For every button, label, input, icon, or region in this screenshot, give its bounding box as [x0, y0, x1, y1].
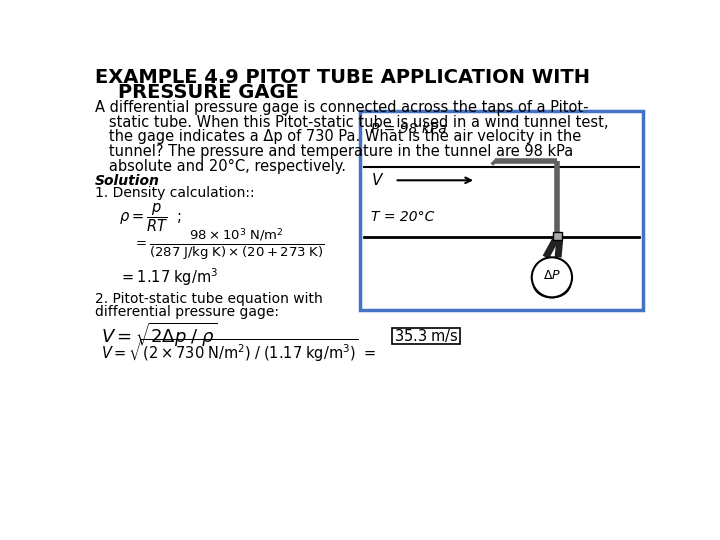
Text: differential pressure gage:: differential pressure gage:	[94, 305, 279, 319]
Text: $\Delta P$: $\Delta P$	[543, 268, 561, 281]
Text: Solution: Solution	[94, 174, 160, 188]
Text: 2. Pitot-static tube equation with: 2. Pitot-static tube equation with	[94, 292, 323, 306]
Text: $V$: $V$	[371, 172, 384, 188]
Text: $V = \sqrt{2\Delta p \;/\; \rho}$: $V = \sqrt{2\Delta p \;/\; \rho}$	[101, 320, 217, 349]
Text: A differential pressure gage is connected across the taps of a Pitot-: A differential pressure gage is connecte…	[94, 100, 588, 115]
Text: $= \dfrac{98 \times 10^3 \; \mathrm{N/m^2}}{(287 \; \mathrm{J/kg \; K}) \times (: $= \dfrac{98 \times 10^3 \; \mathrm{N/m^…	[132, 226, 324, 262]
Text: T = 20°C: T = 20°C	[371, 210, 434, 224]
Bar	[554, 232, 562, 240]
Text: $= 1.17 \; \mathrm{kg/m^3}$: $= 1.17 \; \mathrm{kg/m^3}$	[120, 267, 219, 288]
Circle shape	[532, 257, 572, 298]
Bar	[360, 111, 644, 309]
Text: $\rho = \dfrac{p}{RT}$  ;: $\rho = \dfrac{p}{RT}$ ;	[120, 201, 182, 234]
Text: EXAMPLE 4.9 PITOT TUBE APPLICATION WITH: EXAMPLE 4.9 PITOT TUBE APPLICATION WITH	[94, 68, 590, 87]
Bar	[392, 328, 461, 343]
Text: $35.3 \; \mathrm{m/s}$: $35.3 \; \mathrm{m/s}$	[394, 327, 459, 345]
Text: $V = \sqrt{(2 \times 730 \; \mathrm{N/m^2}) \;/\; (1.17 \; \mathrm{kg/m^3})} \;=: $V = \sqrt{(2 \times 730 \; \mathrm{N/m^…	[101, 338, 377, 364]
Text: the gage indicates a Δp of 730 Pa. What is the air velocity in the: the gage indicates a Δp of 730 Pa. What …	[94, 130, 581, 145]
Text: 1. Density calculation::: 1. Density calculation::	[94, 186, 254, 200]
Text: PRESSURE GAGE: PRESSURE GAGE	[118, 83, 299, 102]
Text: tunnel? The pressure and temperature in the tunnel are 98 kPa: tunnel? The pressure and temperature in …	[94, 144, 573, 159]
Text: absolute and 20°C, respectively.: absolute and 20°C, respectively.	[94, 159, 346, 174]
Text: P = 98 kPa: P = 98 kPa	[371, 122, 446, 136]
Text: static tube. When this Pitot-static tube is used in a wind tunnel test,: static tube. When this Pitot-static tube…	[94, 115, 608, 130]
